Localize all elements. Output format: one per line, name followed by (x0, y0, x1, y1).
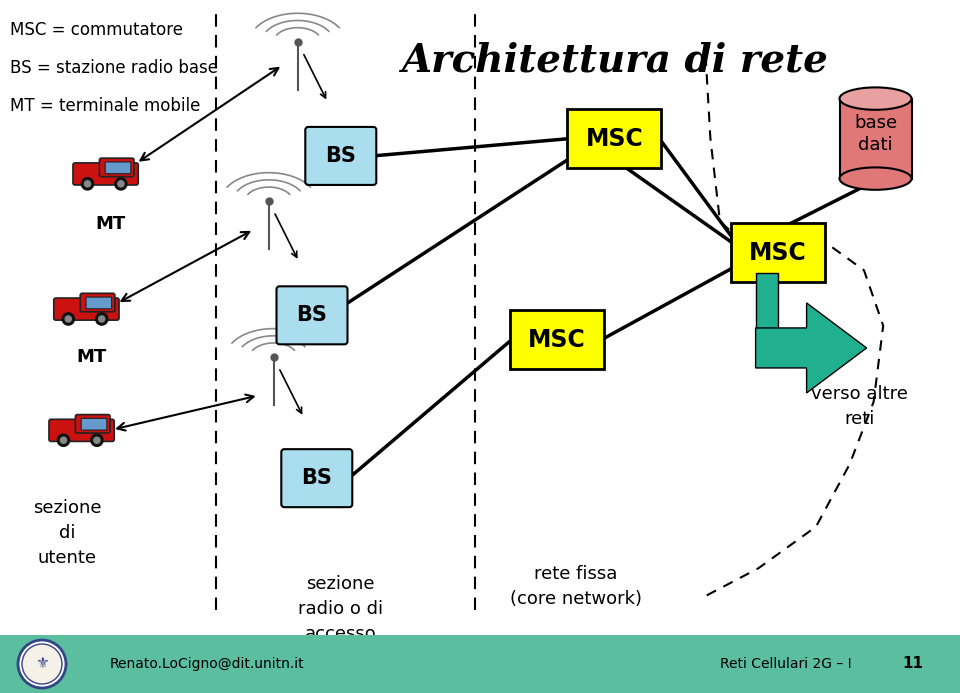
Text: sezione
di
utente: sezione di utente (33, 499, 102, 567)
Circle shape (62, 313, 75, 325)
FancyBboxPatch shape (73, 163, 138, 185)
Text: BS: BS (301, 468, 332, 488)
Text: sezione
radio o di
accesso: sezione radio o di accesso (299, 575, 383, 643)
FancyBboxPatch shape (305, 127, 376, 185)
Text: base
dati: base dati (854, 114, 897, 154)
FancyBboxPatch shape (731, 223, 825, 283)
FancyBboxPatch shape (567, 109, 661, 168)
Circle shape (60, 437, 66, 444)
FancyBboxPatch shape (100, 158, 134, 177)
FancyBboxPatch shape (49, 419, 114, 441)
Text: verso altre
reti: verso altre reti (811, 385, 907, 428)
Text: BS: BS (325, 146, 356, 166)
Circle shape (99, 316, 105, 322)
Text: 11: 11 (902, 656, 924, 672)
Circle shape (18, 640, 66, 688)
Circle shape (96, 313, 108, 325)
Bar (839, 98, 912, 179)
Text: MSC = commutatore: MSC = commutatore (10, 21, 183, 39)
Bar (756, 273, 778, 348)
FancyBboxPatch shape (54, 298, 119, 320)
Circle shape (118, 181, 124, 187)
Text: Reti Cellulari 2G – I: Reti Cellulari 2G – I (720, 657, 852, 671)
Circle shape (94, 437, 100, 444)
Text: ⚜: ⚜ (36, 656, 49, 672)
Text: Renato.LoCigno@dit.unitn.it: Renato.LoCigno@dit.unitn.it (110, 657, 304, 671)
Text: Architettura di rete: Architettura di rete (401, 42, 828, 80)
Text: MT: MT (95, 215, 126, 233)
Text: rete fissa
(core network): rete fissa (core network) (510, 565, 642, 608)
Text: MSC: MSC (586, 127, 643, 150)
Circle shape (84, 181, 90, 187)
FancyBboxPatch shape (276, 286, 348, 344)
FancyBboxPatch shape (510, 310, 604, 369)
Text: MT = terminale mobile: MT = terminale mobile (10, 97, 201, 115)
Circle shape (22, 644, 62, 684)
Circle shape (115, 177, 127, 190)
Ellipse shape (839, 87, 912, 109)
FancyBboxPatch shape (76, 414, 110, 433)
Circle shape (91, 434, 103, 446)
FancyBboxPatch shape (81, 293, 115, 312)
Polygon shape (756, 303, 867, 393)
FancyBboxPatch shape (86, 297, 111, 309)
Text: BS: BS (297, 306, 327, 325)
Circle shape (65, 316, 71, 322)
Text: MSC: MSC (528, 328, 586, 351)
FancyBboxPatch shape (106, 162, 131, 174)
Circle shape (82, 177, 94, 190)
Text: MT: MT (76, 348, 107, 366)
FancyBboxPatch shape (281, 449, 352, 507)
Circle shape (58, 434, 70, 446)
Text: BS = stazione radio base: BS = stazione radio base (10, 59, 218, 77)
Bar (0, 635, 960, 693)
Text: MSC: MSC (749, 241, 806, 265)
Ellipse shape (839, 168, 912, 190)
FancyBboxPatch shape (82, 419, 107, 430)
